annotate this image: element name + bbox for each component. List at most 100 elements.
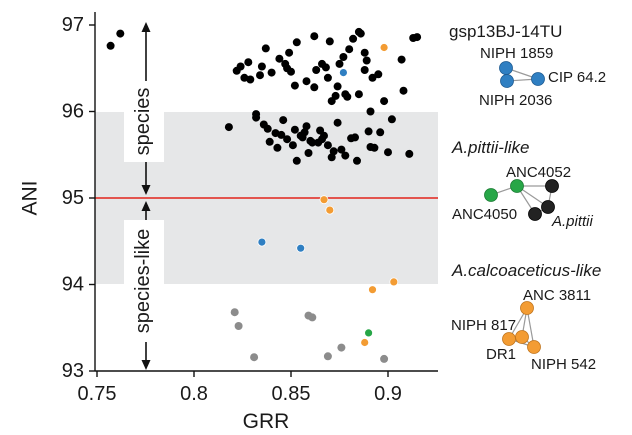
data-point [283,135,292,144]
y-axis-label: ANI [19,180,42,215]
legend-group-title: gsp13BJ-14TU [449,22,562,41]
data-point [257,62,266,71]
legend-node-label: DR1 [486,346,516,363]
data-series-1 [319,43,399,347]
data-point [302,77,311,86]
data-point [374,70,383,79]
data-series-0 [106,27,422,165]
data-point [292,38,301,47]
data-point [364,328,374,338]
data-point [389,277,399,287]
legend-node-a-pittii [545,179,559,193]
x-tick-label: 0.75 [78,383,117,405]
data-point [329,147,338,156]
legend-node-niph-817 [515,330,529,344]
y-tick-label: 94 [62,274,84,296]
data-point [236,62,245,71]
data-point [279,116,288,125]
data-point [319,195,329,205]
data-point [321,63,330,72]
data-point [387,115,396,124]
strain-legend: gsp13BJ-14TU NIPH 1859 CIP 64.2 NIPH 203… [449,22,606,373]
legend-node-a-pittii [528,207,542,221]
species-like-arrow-up [141,201,151,211]
data-point [304,149,313,157]
y-tick-labels: 97 96 95 94 93 [62,14,84,382]
data-point [265,137,274,146]
legend-node-anc4050 [484,188,498,202]
data-point [290,125,299,134]
data-point [335,59,344,68]
species-like-bracket: species-like [124,201,164,370]
legend-node-anc4052 [510,179,524,193]
species-like-region-label: species-like [132,229,154,333]
data-point [285,48,294,57]
data-point [376,128,385,137]
species-like-arrow-down [141,360,151,370]
species-like-label-backdrop [124,220,164,342]
y-ticks [89,24,95,372]
species-arrow-up [141,22,151,32]
legend-node-dr1 [502,332,516,346]
species-bracket: species [124,22,164,195]
x-tick-labels: 0.75 0.8 0.85 0.9 [78,383,402,405]
data-point [397,55,406,64]
legend-node-anc-3811 [520,301,534,315]
data-point [244,58,253,67]
data-point [351,133,359,142]
data-point [275,54,284,63]
data-point [257,237,267,247]
x-tick-label: 0.9 [374,383,402,405]
x-tick-label: 0.8 [180,383,208,405]
data-point [310,32,319,41]
data-point [364,127,373,136]
data-point [380,97,389,106]
species-region-label: species [132,88,154,156]
data-point [287,67,295,76]
x-tick-label: 0.85 [272,383,311,405]
y-tick-label: 93 [62,360,84,382]
legend-node-label: ANC 3811 [523,287,591,304]
data-point [325,37,334,46]
data-point [354,90,363,99]
data-point [337,145,346,154]
data-point [360,338,370,347]
data-point [267,68,276,77]
data-point [368,285,377,295]
legend-group-gsp13bj-14tu: gsp13BJ-14TU NIPH 1859 CIP 64.2 NIPH 203… [449,22,606,109]
data-point [384,148,392,157]
data-point [290,81,299,90]
data-point [413,33,422,42]
data-point [252,110,261,119]
data-point [325,205,335,215]
legend-node-label: NIPH 2036 [479,92,552,109]
data-point [341,151,350,160]
legend-node-label: NIPH 1859 [480,45,553,62]
data-point [323,352,332,361]
legend-group-a-pittii-like: A.pittii-like ANC4052 ANC4050 A.pittii [451,138,594,230]
data-point [230,308,239,317]
data-point [320,131,328,140]
legend-node-label: NIPH 542 [531,356,596,373]
legend-node-niph-2036 [500,74,514,88]
data-point [308,138,317,147]
data-point [360,48,369,57]
data-point [300,128,309,137]
data-point [343,92,352,101]
species-label-backdrop [124,81,164,162]
data-point [405,149,414,158]
scatter-plot: species species-like [19,12,438,433]
data-point [353,156,361,165]
legend-node-label: NIPH 817 [451,317,516,334]
legend-node-label: CIP 64.2 [548,69,606,86]
legend-group-title: A.pittii-like [451,138,529,157]
data-point [399,86,408,95]
data-point [331,91,340,100]
species-arrow-down [141,185,151,195]
data-point [379,43,389,52]
data-point [368,73,377,82]
data-series-3 [364,328,374,338]
data-point [256,71,264,80]
data-point [224,123,233,132]
